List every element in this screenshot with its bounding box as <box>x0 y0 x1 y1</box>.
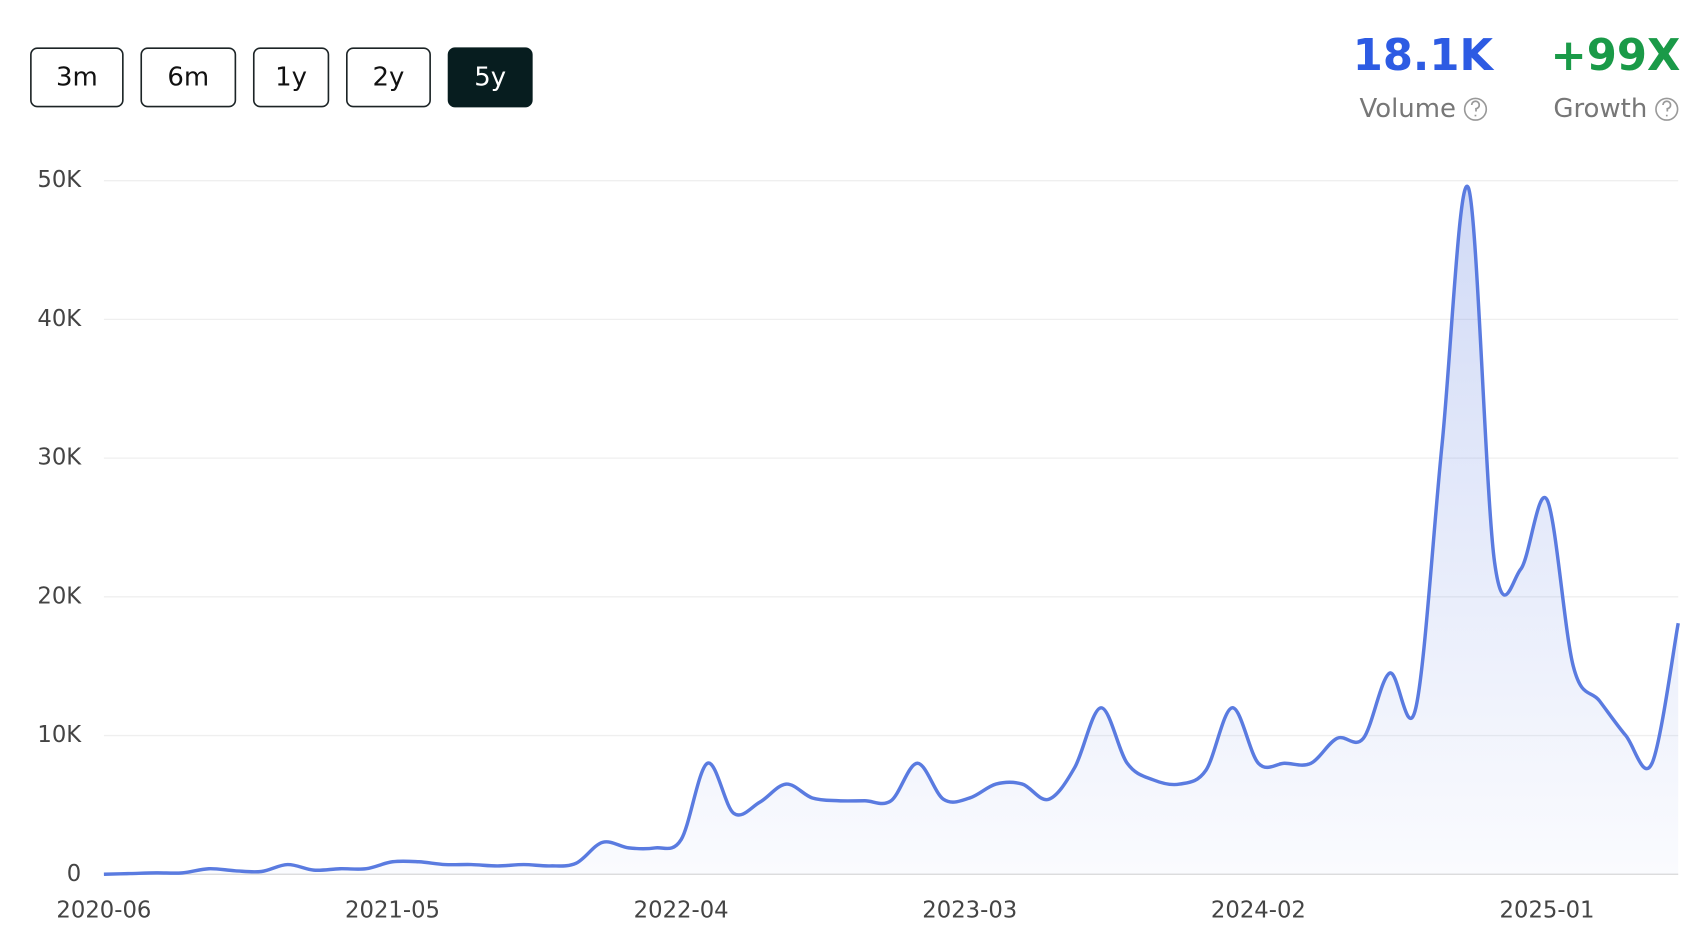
button-label[interactable]: 3m <box>56 62 98 92</box>
range-button[interactable]: 3m <box>30 47 124 108</box>
help-glyph[interactable] <box>1662 100 1672 117</box>
help-icon[interactable] <box>1655 97 1679 121</box>
stat-value: +99X <box>1551 31 1681 81</box>
x-tick-label: 2021-05 <box>345 898 440 924</box>
button-label[interactable]: 6m <box>167 62 209 92</box>
x-tick-label: 2020-06 <box>56 898 151 924</box>
trend-line <box>103 184 1680 876</box>
range-button[interactable]: 5y <box>447 47 533 108</box>
x-tick-label: 2022-04 <box>634 898 729 924</box>
button-label[interactable]: 5y <box>474 62 506 92</box>
range-button[interactable]: 2y <box>346 47 431 108</box>
help-circle[interactable] <box>1463 97 1488 121</box>
button-label[interactable]: 2y <box>373 62 405 92</box>
stat-label: Volume <box>1359 94 1456 124</box>
area-fill <box>103 186 1679 875</box>
help-icon[interactable] <box>1463 97 1488 121</box>
range-button[interactable]: 1y <box>252 47 330 108</box>
y-tick-label: 20K <box>37 583 82 609</box>
button-box[interactable] <box>346 47 431 108</box>
button-box[interactable] <box>140 47 237 108</box>
x-tick-label: 2025-01 <box>1500 898 1595 924</box>
stat-value: 18.1K <box>1353 31 1495 81</box>
button-box[interactable] <box>447 47 533 108</box>
x-tick-label: 2023-03 <box>922 898 1017 924</box>
help-circle[interactable] <box>1655 97 1679 121</box>
button-box[interactable] <box>30 47 124 108</box>
y-tick-label: 10K <box>37 722 82 748</box>
x-tick-label: 2024-02 <box>1211 898 1306 924</box>
y-tick-label: 30K <box>37 445 82 471</box>
y-tick-label: 40K <box>37 306 82 332</box>
range-button[interactable]: 6m <box>140 47 237 108</box>
button-label[interactable]: 1y <box>275 62 307 92</box>
y-tick-label: 0 <box>67 861 81 887</box>
help-glyph[interactable] <box>1470 100 1481 117</box>
y-tick-label: 50K <box>37 167 82 193</box>
stat-label: Growth <box>1553 94 1647 124</box>
button-box[interactable] <box>252 47 330 108</box>
